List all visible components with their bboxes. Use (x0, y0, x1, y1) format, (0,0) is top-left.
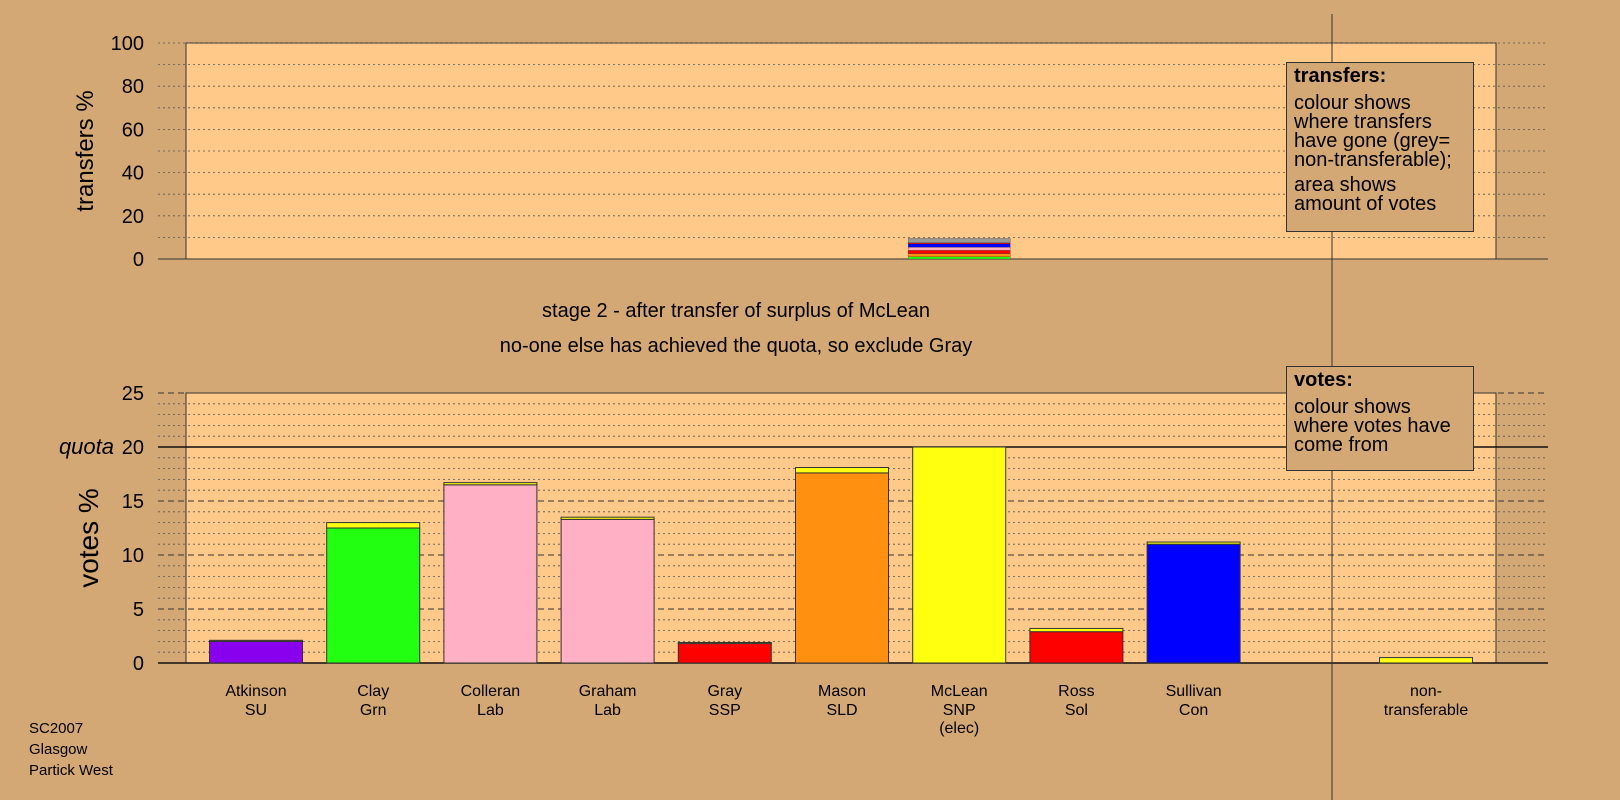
bar-non-transferable (1379, 657, 1473, 664)
bar-graham (560, 518, 655, 664)
votes-y-tick: 20 (122, 437, 144, 459)
votes-y-tick: 10 (122, 545, 144, 567)
x-label-party: SLD (826, 702, 857, 719)
bar-clay (326, 527, 421, 664)
transfer-segment-non-transferable (908, 238, 1011, 243)
bar-clay-transfer (326, 522, 421, 529)
bar-atkinson-transfer (209, 639, 303, 642)
transfers-y-tick: 20 (122, 206, 144, 228)
votes-y-tick: 25 (122, 383, 144, 405)
transfers-y-tick: 80 (122, 76, 144, 98)
x-label-name: Colleran (461, 683, 521, 700)
transfer-segment-grn (908, 256, 1011, 260)
transfers-y-tick: 100 (111, 33, 144, 55)
votes-y-tick: 0 (133, 653, 144, 675)
x-label-name: McLean (931, 683, 988, 700)
x-label-party: Lab (594, 702, 621, 719)
x-label-name: Atkinson (225, 683, 286, 700)
x-label-party: Grn (360, 702, 387, 719)
transfers-y-axis-label: transfers % (72, 90, 99, 211)
bar-ross-transfer (1029, 627, 1124, 633)
x-label-name: Graham (579, 683, 637, 700)
votes-y-tick: 5 (133, 599, 144, 621)
bar-colleran (443, 484, 538, 664)
bar-gray-transfer (677, 641, 772, 645)
transfers-y-tick: 60 (122, 119, 144, 141)
bar-mason-transfer (795, 467, 889, 474)
x-label-name: Ross (1058, 683, 1094, 700)
votes-y-axis-label: votes % (73, 488, 104, 588)
votes-y-tick: 15 (122, 491, 144, 513)
transfers-legend-line-1: colour shows where transfers have gone (… (1294, 92, 1452, 171)
votes-legend: votes: colour shows where votes have com… (1286, 366, 1474, 471)
footer-info: SC2007 Glasgow Partick West (29, 718, 113, 781)
x-label-party: SNP (943, 702, 976, 719)
x-label-name: Clay (357, 683, 389, 700)
bar-sullivan-transfer (1146, 541, 1241, 545)
x-label-party: Sol (1065, 702, 1088, 719)
transfer-segment-sol (908, 250, 1011, 254)
bar-mclean (912, 446, 1007, 664)
bar-ross (1029, 631, 1124, 664)
transfer-segment-con (908, 243, 1011, 248)
x-label-party: SSP (709, 702, 741, 719)
x-label-note: (elec) (939, 720, 979, 737)
x-label-name: Mason (818, 683, 866, 700)
bar-graham-transfer (560, 516, 655, 520)
transfers-y-tick: 40 (122, 163, 144, 185)
x-label-name: Sullivan (1166, 683, 1222, 700)
stage-subtitle: no-one else has achieved the quota, so e… (499, 335, 973, 357)
votes-legend-title: votes: (1294, 369, 1353, 391)
transfer-segment-lab (908, 246, 1011, 251)
footer-constituency: Partick West (29, 762, 113, 779)
x-label-nontransferable-2: transferable (1384, 702, 1469, 719)
transfers-legend-line-2: area shows amount of votes (1294, 174, 1437, 215)
footer-region: Glasgow (29, 741, 88, 758)
x-label-party: SU (245, 702, 267, 719)
x-label-party: Lab (477, 702, 504, 719)
bar-sullivan (1146, 543, 1241, 664)
transfers-y-tick: 0 (133, 249, 144, 271)
x-label-nontransferable-1: non- (1410, 683, 1442, 700)
stage-title: stage 2 - after transfer of surplus of M… (542, 300, 930, 322)
transfer-segment-ssp (908, 242, 1011, 245)
transfers-legend-title: transfers: (1294, 65, 1387, 87)
footer-election: SC2007 (29, 720, 84, 737)
quota-label: quota (59, 434, 114, 459)
transfers-legend: transfers: colour shows where transfers … (1286, 62, 1474, 232)
votes-legend-line-1: colour shows where votes have come from (1294, 396, 1451, 456)
x-label-party: Con (1179, 702, 1208, 719)
bar-gray (677, 643, 772, 664)
transfer-segment-sld (908, 253, 1011, 257)
x-label-name: Gray (707, 683, 742, 700)
bar-colleran-transfer (443, 482, 538, 486)
bar-atkinson (209, 640, 303, 664)
bar-mason (795, 472, 889, 664)
